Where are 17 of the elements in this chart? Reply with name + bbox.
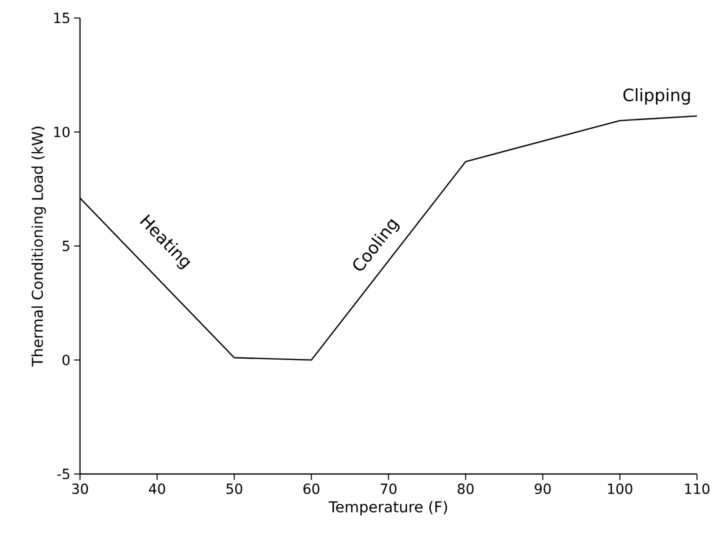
x-tick-label: 30	[72, 483, 88, 494]
y-tick-label: 5	[62, 240, 70, 252]
y-axis-title: Thermal Conditioning Load (kW)	[31, 126, 46, 367]
y-tick-label: -5	[57, 468, 70, 480]
annotation: Clipping	[623, 88, 690, 105]
x-axis-title: Temperature (F)	[328, 500, 448, 516]
x-tick-label: 100	[608, 483, 632, 494]
y-tick-label: 0	[62, 354, 70, 366]
x-tick-label: 80	[458, 483, 474, 494]
y-tick-label: 15	[54, 12, 70, 24]
x-tick-label: 70	[380, 483, 396, 494]
x-tick-label: 90	[534, 483, 551, 494]
y-tick-label: 10	[54, 126, 70, 138]
x-tick-label: 110	[685, 483, 710, 494]
x-tick-label: 60	[303, 483, 320, 494]
x-tick-label: 40	[148, 483, 166, 494]
x-tick-label: 50	[226, 483, 242, 494]
